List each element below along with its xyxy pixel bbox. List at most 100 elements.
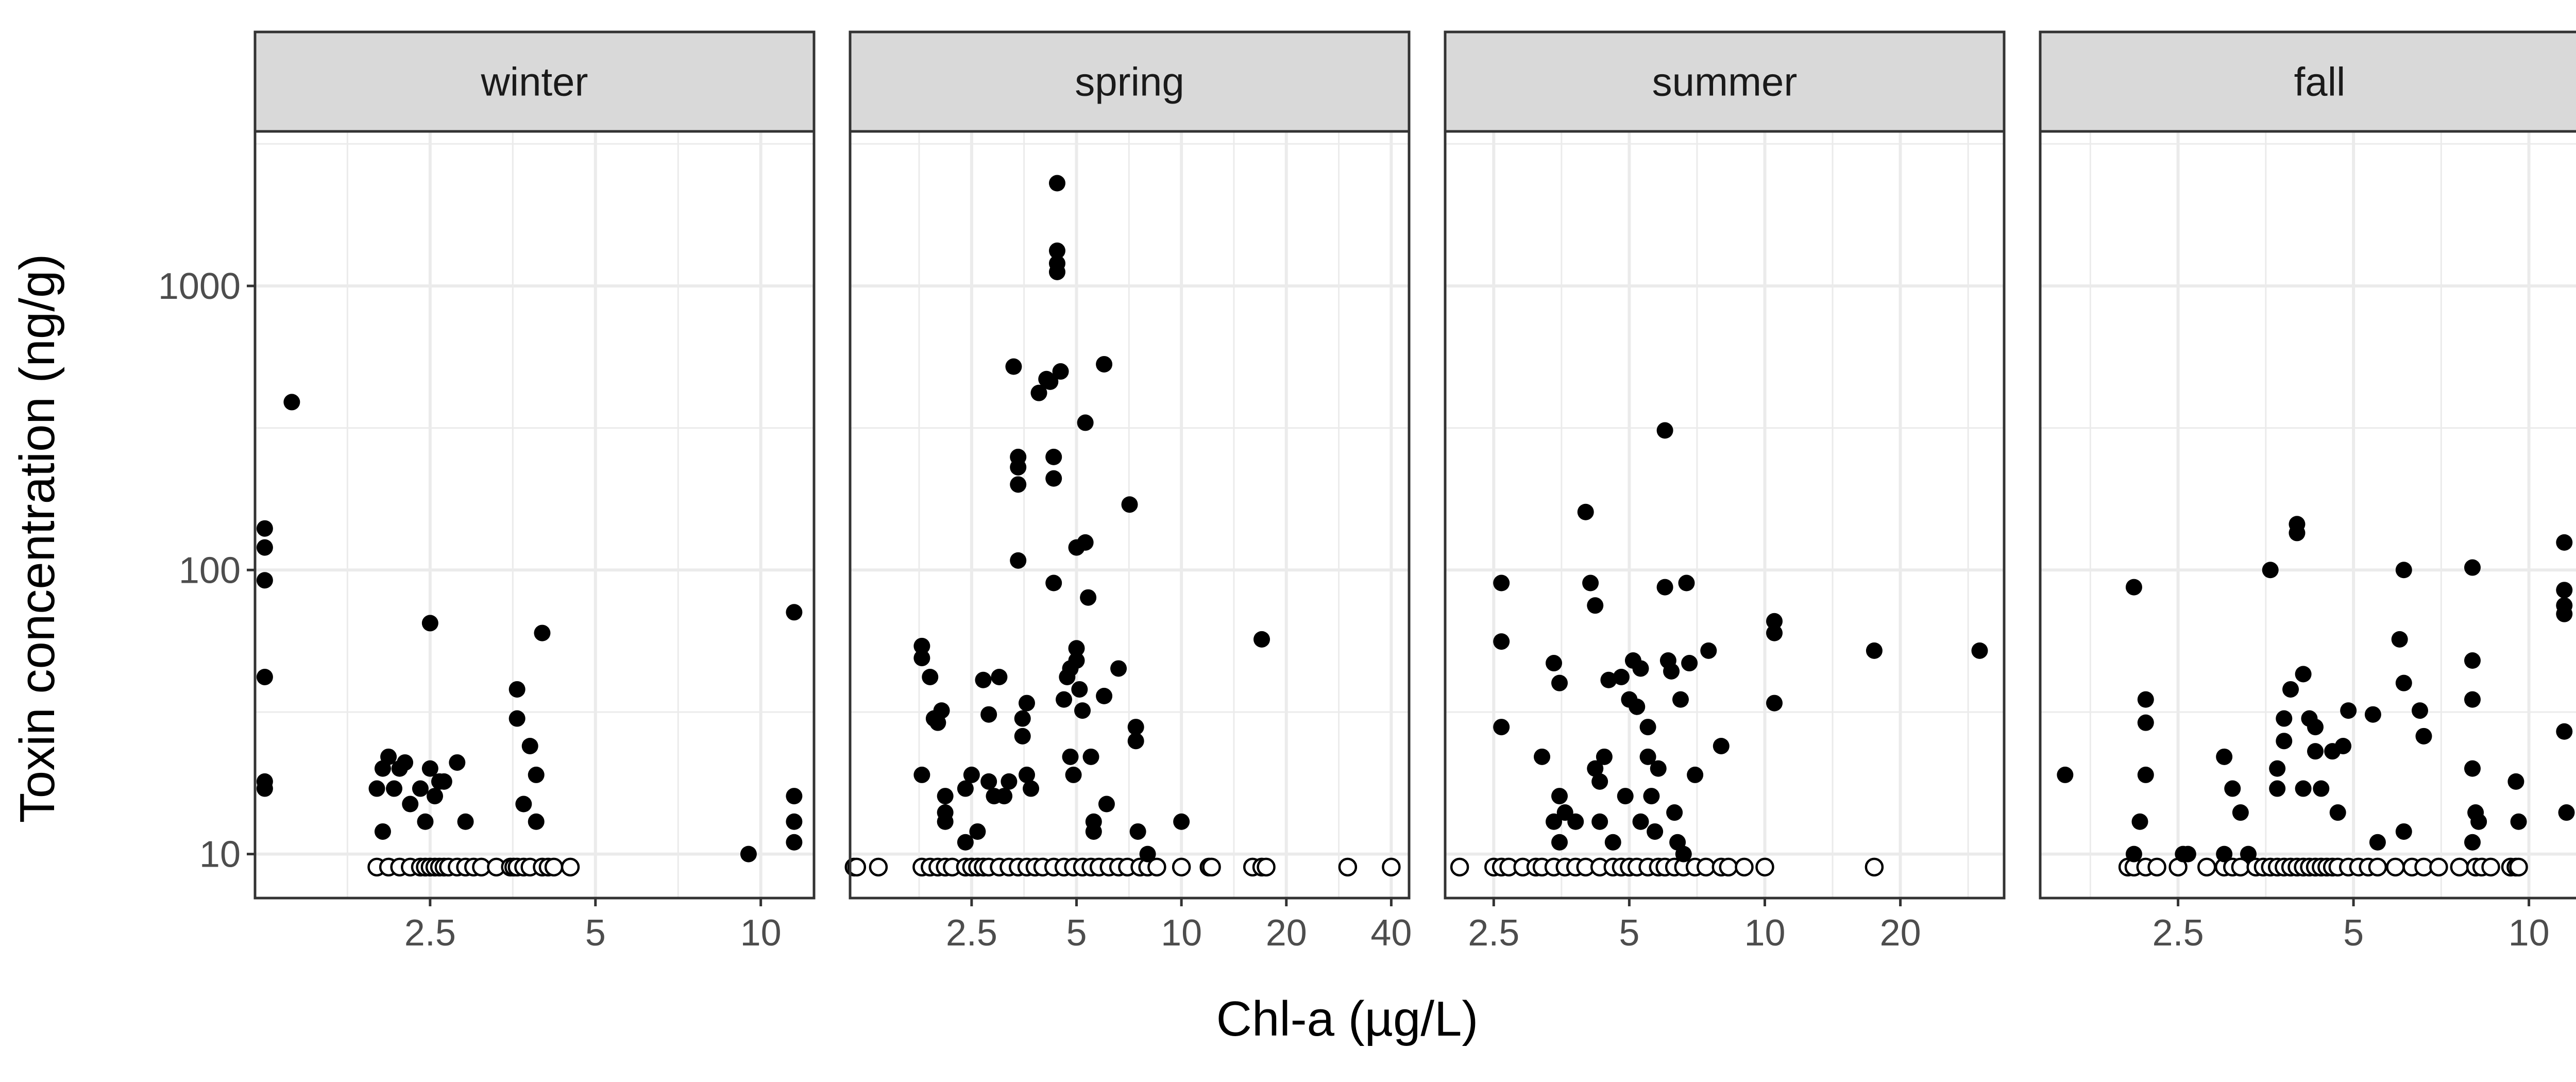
data-point [256,780,273,797]
data-point [1617,788,1634,805]
data-point [1045,470,1062,487]
data-point [786,834,803,851]
facet-label-fall: fall [2294,59,2346,105]
panel-background [1445,131,2004,898]
data-point [1604,834,1621,851]
data-point [913,650,930,667]
data-point [1077,414,1094,431]
data-point [2464,834,2481,851]
data-point [1062,748,1079,765]
data-point [421,760,438,777]
data-point [1534,748,1551,765]
data-point [2415,728,2432,745]
data-point [2269,780,2286,797]
data-point [975,671,992,688]
data-point [2558,804,2575,821]
data-point [1045,574,1062,591]
data-point [1551,834,1568,851]
data-point-non-detect [2147,857,2166,877]
data-point-non-detect [2509,857,2528,877]
x-tick-label: 5 [1619,912,1639,954]
data-point [368,780,385,797]
data-point-non-detect [1755,857,1774,877]
data-point [2464,760,2481,777]
data-point [1551,674,1568,691]
data-point [913,637,930,654]
data-point-non-detect [1735,857,1754,877]
facet-strip [1444,30,2006,133]
data-point [1253,631,1270,648]
data-point [1019,766,1036,783]
data-point [380,748,397,765]
data-point [435,773,452,790]
facet-label-spring: spring [1075,59,1184,105]
x-axis-title: Chl-a (µg/L) [1216,991,1479,1046]
data-point [2057,766,2074,783]
data-point [1713,737,1730,754]
x-tick-label: 2.5 [404,912,456,954]
data-point-non-detect [869,857,888,877]
data-point [1766,624,1783,641]
data-point [1663,663,1680,680]
data-point [417,813,434,830]
data-point [1577,503,1594,520]
x-tick-label: 10 [740,912,782,954]
data-point [1666,804,1683,821]
data-point [1005,358,1022,375]
data-point [1098,796,1115,813]
data-point [1629,698,1646,715]
data-point [1582,574,1599,591]
data-point [1639,719,1656,736]
data-point [1675,846,1692,863]
data-point [1678,574,1695,591]
data-point [1766,613,1783,630]
data-point [256,520,273,537]
data-point-non-detect [1696,857,1716,877]
data-point [2125,846,2142,863]
data-point [2329,804,2346,821]
data-point [1656,422,1673,439]
data-point [786,604,803,621]
data-point [2216,846,2233,863]
data-point [2269,760,2286,777]
data-point [1766,695,1783,712]
data-point [1010,552,1027,569]
data-point [933,702,950,719]
data-point [786,788,803,805]
y-tick-label: 1000 [158,266,241,307]
data-point [2131,813,2148,830]
panel-background [255,131,814,898]
data-point [2137,691,2154,708]
data-point [2276,733,2293,750]
data-point [1493,719,1510,736]
data-point [449,754,466,771]
data-point [2510,813,2527,830]
data-point [1672,691,1689,708]
x-tick-label: 5 [1066,912,1087,954]
data-point [1077,534,1094,551]
panels: winter 2.5 5 10 spring 2.5 5 10 20 40 summer 2.5 5 10… [253,30,2576,954]
data-point [2556,723,2573,740]
x-tick-label: 5 [2343,912,2364,954]
data-point [528,766,545,783]
data-point [1632,813,1649,830]
data-point-non-detect [1719,857,1738,877]
data-point-non-detect [847,857,867,877]
panel-winter: winter 2.5 5 10 [253,30,816,954]
data-point [1493,633,1510,650]
data-point-non-detect [2450,857,2469,877]
data-point [256,539,273,556]
data-point [1681,655,1698,672]
data-point [2395,674,2412,691]
data-point [1096,687,1113,704]
facet-strip [2039,30,2576,133]
data-point-non-detect [1202,857,1221,877]
data-point [385,780,402,797]
data-point [1074,702,1091,719]
x-tick-label: 10 [1161,912,1202,954]
x-tick-label: 10 [1744,912,1785,954]
data-point [1587,760,1604,777]
data-point [2335,737,2352,754]
data-point [1656,579,1673,596]
